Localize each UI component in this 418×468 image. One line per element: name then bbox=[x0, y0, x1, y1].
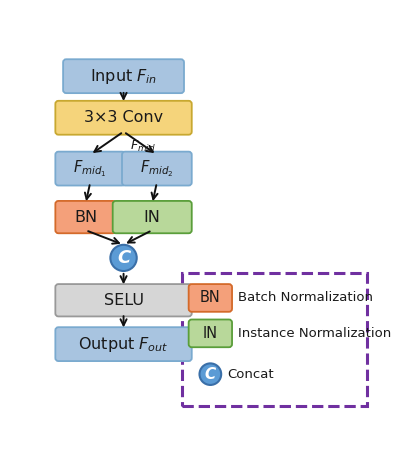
FancyBboxPatch shape bbox=[63, 59, 184, 93]
Text: $F_{mid_2}$: $F_{mid_2}$ bbox=[140, 158, 173, 179]
FancyBboxPatch shape bbox=[122, 152, 192, 185]
Circle shape bbox=[199, 363, 221, 385]
Text: C: C bbox=[117, 249, 130, 267]
Text: C: C bbox=[205, 366, 216, 382]
Text: BN: BN bbox=[74, 210, 97, 225]
Text: Batch Normalization: Batch Normalization bbox=[238, 292, 373, 305]
Text: Input $F_{in}$: Input $F_{in}$ bbox=[90, 66, 157, 86]
Text: $F_{mid_1}$: $F_{mid_1}$ bbox=[74, 158, 107, 179]
FancyBboxPatch shape bbox=[55, 152, 125, 185]
FancyBboxPatch shape bbox=[55, 201, 116, 233]
Text: IN: IN bbox=[144, 210, 161, 225]
FancyBboxPatch shape bbox=[113, 201, 192, 233]
Circle shape bbox=[110, 245, 137, 271]
Text: Output $F_{out}$: Output $F_{out}$ bbox=[78, 335, 169, 354]
FancyBboxPatch shape bbox=[55, 327, 192, 361]
Text: Concat: Concat bbox=[227, 368, 274, 380]
Text: IN: IN bbox=[203, 326, 218, 341]
Text: 3×3 Conv: 3×3 Conv bbox=[84, 110, 163, 125]
FancyBboxPatch shape bbox=[55, 101, 192, 135]
Text: Instance Normalization: Instance Normalization bbox=[238, 327, 392, 340]
Text: $F_{mid}$: $F_{mid}$ bbox=[130, 139, 155, 154]
FancyBboxPatch shape bbox=[189, 284, 232, 312]
Text: BN: BN bbox=[200, 291, 221, 306]
FancyBboxPatch shape bbox=[182, 273, 367, 406]
FancyBboxPatch shape bbox=[189, 320, 232, 347]
FancyBboxPatch shape bbox=[55, 284, 192, 316]
Text: SELU: SELU bbox=[104, 293, 143, 308]
